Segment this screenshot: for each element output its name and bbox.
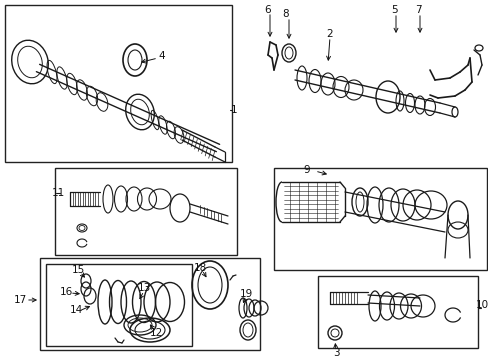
Text: 6: 6 xyxy=(264,5,271,15)
Text: 14: 14 xyxy=(69,305,82,315)
Bar xyxy=(5,5,231,162)
Text: 3: 3 xyxy=(332,348,339,358)
Bar xyxy=(273,168,486,270)
Text: 8: 8 xyxy=(282,9,289,19)
Text: 11: 11 xyxy=(51,188,64,198)
Bar xyxy=(46,264,192,346)
Text: 4: 4 xyxy=(159,51,165,61)
Text: 15: 15 xyxy=(71,265,84,275)
Text: 2: 2 xyxy=(326,29,333,39)
Text: 12: 12 xyxy=(149,328,163,338)
Bar xyxy=(40,258,260,350)
Text: 18: 18 xyxy=(193,263,206,273)
Text: 10: 10 xyxy=(474,300,488,310)
Text: 1: 1 xyxy=(230,105,237,115)
Text: 19: 19 xyxy=(239,289,252,299)
Text: 5: 5 xyxy=(390,5,397,15)
Text: 16: 16 xyxy=(59,287,73,297)
Text: 13: 13 xyxy=(137,283,150,293)
Text: 17: 17 xyxy=(13,295,26,305)
Text: 9: 9 xyxy=(303,165,310,175)
Bar xyxy=(55,168,237,255)
Text: 7: 7 xyxy=(414,5,421,15)
Bar xyxy=(317,276,477,348)
